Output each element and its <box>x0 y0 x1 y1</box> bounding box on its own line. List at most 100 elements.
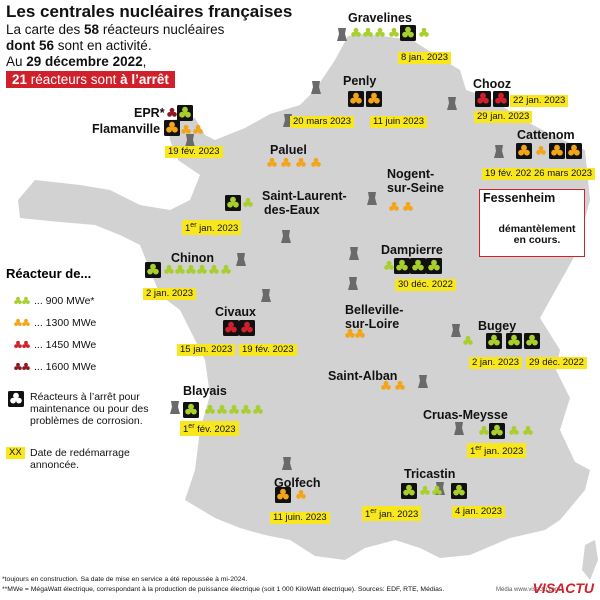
cruas-reactor-2-symbol <box>491 424 503 436</box>
plant-paluel: Paluel <box>270 143 307 157</box>
plant-penly: Penly <box>343 74 377 88</box>
cruas-reactor-4 <box>523 425 533 435</box>
cruas-reactor-3 <box>509 425 519 435</box>
legend-1450-symbol <box>14 340 22 348</box>
chinon-reactor-6 <box>221 264 231 274</box>
cooling-tower-icon-14 <box>451 324 461 337</box>
plant-cruas: Cruas-Meysse <box>423 408 508 422</box>
bugey-reactor-1-symbol <box>488 334 500 346</box>
blayais-reactor-6 <box>253 404 263 414</box>
cruas-reactor-1 <box>479 425 489 435</box>
civaux-reactor-2-symbol <box>241 321 253 333</box>
corse-island <box>582 540 598 580</box>
chinon-reactor-3 <box>186 264 196 274</box>
plant-nogent-l1: Nogent- <box>387 167 435 181</box>
cooling-tower-icon-10 <box>236 253 246 266</box>
cooling-tower-icon-13 <box>261 289 271 302</box>
stalban-reactor-1 <box>381 380 391 390</box>
legend-900: ... 900 MWe* <box>34 295 95 307</box>
blayais-reactor-4 <box>229 404 239 414</box>
chinon-reactor-7-symbol <box>147 263 159 275</box>
chinon-reactor-5 <box>209 264 219 274</box>
gravelines-reactor-3 <box>375 27 385 37</box>
plant-epr: EPR* <box>134 106 165 120</box>
chinon-reactor-1 <box>164 264 174 274</box>
legend-900-symbol-b <box>22 296 30 304</box>
penly-reactor-1-symbol <box>350 92 362 104</box>
cooling-tower-icon-18 <box>282 457 292 470</box>
bugey-reactor-4 <box>463 335 473 345</box>
plant-gravelines: Gravelines <box>348 11 412 25</box>
flamanville-reactor-4 <box>181 124 191 134</box>
stlaurent-reactor-1-symbol <box>227 196 239 208</box>
gravelines-reactor-1 <box>351 27 361 37</box>
plant-stalban: Saint-Alban <box>328 369 398 383</box>
nogent-reactor-1 <box>389 201 399 211</box>
cooling-tower-icon-17 <box>454 422 464 435</box>
plant-fessenheim: Fessenheim <box>483 191 556 205</box>
plant-dampierre: Dampierre <box>381 243 443 257</box>
cattenom-reactor-2 <box>536 145 546 155</box>
credit: Média www.visactu.com <box>496 587 561 593</box>
date-flamanville: 19 fév. 2023 <box>165 146 223 158</box>
cooling-tower-icon-9 <box>281 230 291 243</box>
legend-1300-symbol-b <box>22 318 30 326</box>
legend-1300: ... 1300 MWe <box>34 317 97 329</box>
nogent-reactor-2 <box>403 201 413 211</box>
date-bugey-2: 29 déc. 2022 <box>526 357 587 369</box>
gravelines-reactor-2 <box>363 27 373 37</box>
belleville-reactor-1 <box>345 328 355 338</box>
stalban-reactor-2 <box>395 380 405 390</box>
gravelines-reactor-4 <box>389 27 399 37</box>
tricastin-reactor-4-symbol <box>453 484 465 496</box>
stlaurent-reactor-2 <box>243 197 253 207</box>
date-blayais: 1er fév. 2023 <box>180 421 239 437</box>
fessenheim-box <box>479 189 585 257</box>
chinon-reactor-4 <box>197 264 207 274</box>
stopped-reactors-banner: 21 réacteurs sont à l’arrêt <box>6 71 175 88</box>
bugey-reactor-2-symbol <box>508 334 520 346</box>
legend-900-symbol <box>14 296 22 304</box>
plant-cattenom: Cattenom <box>517 128 575 142</box>
legend-1450: ... 1450 MWe <box>34 339 97 351</box>
plant-civaux: Civaux <box>215 305 256 319</box>
flamanville-reactor-2-symbol <box>179 106 191 118</box>
page-title: Les centrales nucléaires françaises <box>6 2 293 21</box>
paluel-reactor-3 <box>296 157 306 167</box>
legend-1300-symbol <box>14 318 22 326</box>
cooling-tower-icon-1 <box>337 28 347 41</box>
dampierre-reactor-2-symbol <box>396 259 408 271</box>
legend-1600-symbol <box>14 362 22 370</box>
tricastin-reactor-3 <box>432 485 442 495</box>
date-chooz-2: 29 jan. 2023 <box>474 111 533 123</box>
chooz-reactor-1-symbol <box>477 92 489 104</box>
gravelines-reactor-6 <box>419 27 429 37</box>
reactor-symbols <box>8 25 582 503</box>
date-gravelines: 8 jan. 2023 <box>398 52 452 64</box>
date-chooz-1: 22 jan. 2023 <box>510 95 569 107</box>
subtitle-line3: Au 29 décembre 2022, <box>6 54 147 69</box>
cooling-tower-icon-16 <box>170 401 180 414</box>
cattenom-reactor-3-symbol <box>551 144 563 156</box>
plant-chinon: Chinon <box>171 251 215 265</box>
date-civaux-1: 15 jan. 2023 <box>177 344 236 356</box>
plant-tricastin: Tricastin <box>404 467 456 481</box>
plant-belleville-l1: Belleville- <box>345 303 404 317</box>
cooling-tower-icon-11 <box>349 247 359 260</box>
date-tricastin-2: 4 jan. 2023 <box>452 506 506 518</box>
footnote-2: **MWe = MégaWatt électrique, corresponda… <box>2 586 445 593</box>
dampierre-reactor-4-symbol <box>428 259 440 271</box>
cooling-towers <box>170 28 563 495</box>
legend-title: Réacteur de... <box>6 266 92 281</box>
legend-date-text: Date de redémarrage annoncée. <box>30 447 130 471</box>
flamanville-reactor-5 <box>193 124 203 134</box>
visactu-logo: VISACTU <box>532 580 594 596</box>
flamanville-reactor-3-symbol <box>166 121 178 133</box>
subtitle-line2: dont 56 sont en activité. <box>6 38 152 53</box>
plant-flamanville: Flamanville <box>92 122 161 136</box>
golfech-reactor-1-symbol <box>277 488 289 500</box>
dampierre-reactor-1 <box>384 260 394 270</box>
blayais-reactor-1-symbol <box>185 403 197 415</box>
fessenheim-note: démantèlement en cours. <box>498 223 576 246</box>
blayais-reactor-3 <box>217 404 227 414</box>
